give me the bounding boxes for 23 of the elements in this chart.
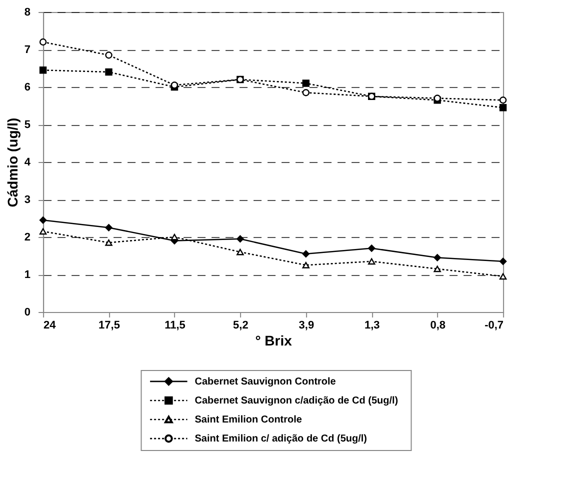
- y-tick-label: 1: [24, 269, 31, 281]
- x-tick-label: 0,8: [430, 320, 446, 332]
- y-tick-label: 0: [24, 306, 31, 318]
- y-tick-label: 7: [24, 44, 31, 56]
- y-tick-label: 3: [24, 194, 31, 206]
- x-tick-label: 17,5: [98, 320, 120, 332]
- legend-label: Cabernet Sauvignon c/adição de Cd (5ug/l): [194, 395, 398, 406]
- legend-label: Saint Emilion c/ adição de Cd (5ug/l): [194, 434, 367, 445]
- y-tick-label: 4: [24, 156, 32, 168]
- y-tick-label: 6: [24, 82, 31, 94]
- x-tick-label: 24: [44, 320, 57, 332]
- y-tick-label: 8: [24, 6, 31, 18]
- x-tick-label: 1,3: [364, 320, 380, 332]
- y-axis-title: Cádmio (ug/l): [4, 118, 20, 208]
- x-tick-label: -0,7: [484, 320, 504, 332]
- legend-label: Saint Emilion Controle: [194, 414, 302, 426]
- y-tick-label: 2: [24, 232, 31, 244]
- legend-label: Cabernet Sauvignon Controle: [194, 376, 336, 388]
- x-tick-label: 3,9: [298, 320, 314, 332]
- x-axis-title: ° Brix: [255, 332, 292, 348]
- y-tick-label: 5: [24, 119, 31, 131]
- x-tick-label: 5,2: [233, 320, 248, 332]
- x-tick-label: 11,5: [164, 320, 186, 332]
